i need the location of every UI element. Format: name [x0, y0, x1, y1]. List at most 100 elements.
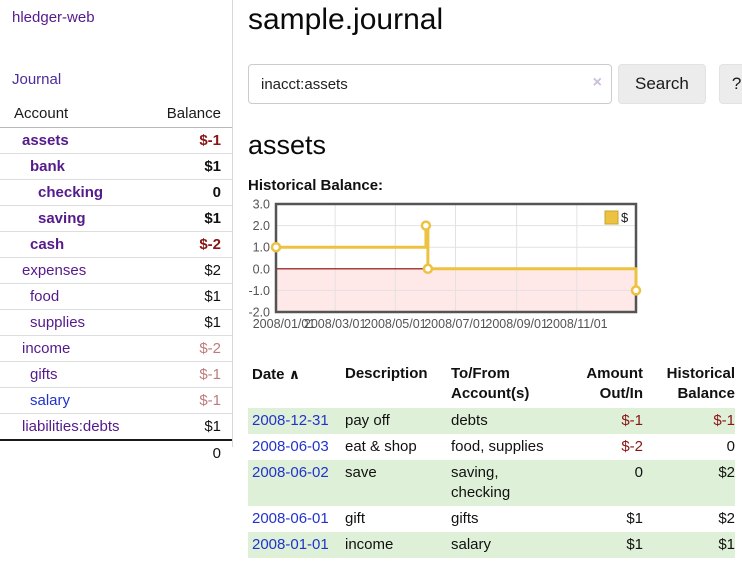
account-row: liabilities:debts $1 [0, 413, 232, 440]
account-link[interactable]: checking [38, 184, 104, 201]
svg-text:2.0: 2.0 [253, 219, 270, 233]
account-row: cash $-2 [0, 231, 232, 258]
account-link[interactable]: gifts [30, 366, 58, 383]
account-link[interactable]: supplies [30, 314, 86, 331]
transaction-historical-balance: $2 [718, 510, 735, 527]
account-link[interactable]: income [22, 340, 71, 357]
account-row: expenses $2 [0, 257, 232, 284]
accounts-total-balance: 0 [150, 439, 232, 466]
transaction-historical-balance: $-1 [643, 408, 735, 434]
sort-by-date-header[interactable]: Date ∧ [252, 366, 301, 383]
account-row: gifts $-1 [0, 361, 232, 388]
transaction-accounts: food, supplies [451, 438, 544, 455]
page-title: sample.journal [248, 3, 444, 36]
account-link[interactable]: bank [30, 158, 66, 175]
register-row: 2008-01-01 income salary $1 $1 [248, 532, 735, 558]
historical-balance-chart: 3.0 2.0 1.0 0.0 -1.0 -2.0 2008/01/01 2008/03/01… [248, 198, 738, 341]
transaction-date-link[interactable]: 2008-06-02 [252, 464, 329, 481]
transaction-historical-balance: 0 [726, 438, 735, 455]
accounts-total-row: 0 [0, 439, 232, 466]
account-balance: $-1 [199, 132, 221, 149]
transaction-amount: $-2 [621, 438, 643, 455]
account-link[interactable]: cash [30, 236, 65, 253]
amount-column-header: Amount Out/In [586, 365, 643, 402]
svg-text:3.0: 3.0 [253, 198, 270, 212]
account-balance: $1 [150, 283, 232, 310]
svg-text:1.0: 1.0 [253, 241, 270, 255]
transaction-accounts: salary [451, 532, 581, 558]
register-table-body: 2008-12-31 pay off debts $-1 $-1 2008-06… [248, 408, 735, 558]
help-button[interactable]: ? [718, 64, 742, 104]
register-row: 2008-12-31 pay off debts $-1 $-1 [248, 408, 735, 434]
account-row: salary $-1 [0, 387, 232, 414]
account-balance: $-2 [150, 231, 232, 258]
register-row: 2008-06-01 gift gifts $1 $2 [248, 506, 735, 532]
accounts-tree-table: Account Balance assets $-1 bank $1 check… [0, 102, 232, 466]
account-balance: $1 [150, 413, 232, 440]
svg-text:2008/09/01: 2008/09/01 [485, 317, 548, 331]
account-balance: 0 [150, 179, 232, 206]
account-row: saving $1 [0, 205, 232, 232]
transaction-amount: $1 [626, 510, 643, 527]
account-balance: $-2 [150, 335, 232, 362]
main-content: sample.journal × Search ? assets Histori… [248, 0, 742, 558]
account-link[interactable]: liabilities:debts [22, 418, 120, 435]
transaction-amount: $1 [581, 532, 643, 558]
sidebar: hledger-web Journal Account Balance asse… [0, 0, 233, 466]
account-link[interactable]: saving [38, 210, 86, 227]
account-link[interactable]: assets [22, 132, 69, 149]
account-link[interactable]: salary [30, 392, 71, 409]
account-link[interactable]: expenses [22, 262, 87, 279]
register-row: 2008-06-02 save saving, checking 0 $2 [248, 460, 735, 506]
transaction-date-link[interactable]: 2008-01-01 [252, 536, 329, 553]
account-row: supplies $1 [0, 309, 232, 336]
app-brand-link[interactable]: hledger-web [12, 9, 95, 26]
account-balance: $1 [150, 153, 232, 180]
account-row: bank $1 [0, 153, 232, 180]
transaction-description: income [345, 532, 451, 558]
nav-journal-link[interactable]: Journal [12, 71, 62, 88]
svg-text:-1.0: -1.0 [248, 284, 270, 298]
svg-text:-2.0: -2.0 [248, 306, 270, 320]
account-balance: $2 [150, 257, 232, 284]
account-balance: $1 [150, 205, 232, 232]
transaction-date-link[interactable]: 2008-06-01 [252, 510, 329, 527]
accounts-table-body: assets $-1 bank $1 checking 0 saving $1 … [0, 128, 232, 440]
sort-ascending-icon: ∧ [288, 366, 301, 382]
transaction-historical-balance: $2 [643, 460, 735, 506]
transaction-description: eat & shop [345, 438, 417, 455]
account-link[interactable]: food [30, 288, 60, 305]
tofrom-column-header: To/From Account(s) [451, 365, 530, 402]
transaction-amount: 0 [581, 460, 643, 506]
register-row: 2008-06-03 eat & shop food, supplies $-2… [248, 434, 735, 460]
search-button[interactable]: Search [618, 64, 706, 104]
account-balance: $1 [150, 309, 232, 336]
account-heading: assets [248, 130, 327, 160]
chart-title: Historical Balance: [248, 177, 384, 194]
svg-text:2008/07/01: 2008/07/01 [424, 317, 487, 331]
svg-text:2008/03/01: 2008/03/01 [304, 317, 367, 331]
svg-text:2008/11/01: 2008/11/01 [546, 317, 608, 331]
account-row: checking 0 [0, 179, 232, 206]
search-input[interactable] [248, 64, 612, 104]
register-table: Date ∧ Description To/From Account(s) Am… [248, 362, 735, 558]
chart-svg: 3.0 2.0 1.0 0.0 -1.0 -2.02008/01/012008/03/01… [248, 198, 642, 331]
svg-text:2008/01/01: 2008/01/01 [253, 317, 316, 331]
transaction-date-link[interactable]: 2008-12-31 [252, 412, 329, 429]
description-column-header: Description [345, 365, 428, 382]
svg-text:0.0: 0.0 [253, 262, 270, 276]
transaction-description: gift [345, 510, 366, 527]
svg-text:2008/05/01: 2008/05/01 [364, 317, 427, 331]
clear-search-icon[interactable]: × [592, 74, 602, 91]
transaction-accounts: gifts [451, 510, 479, 527]
account-row: income $-2 [0, 335, 232, 362]
account-balance: $-1 [150, 361, 232, 388]
svg-text:$: $ [621, 210, 629, 225]
transaction-date-link[interactable]: 2008-06-03 [252, 438, 329, 455]
register-header-row: Date ∧ Description To/From Account(s) Am… [248, 362, 735, 408]
account-row: food $1 [0, 283, 232, 310]
transaction-description: save [345, 460, 451, 506]
account-row: assets $-1 [0, 128, 232, 154]
account-balance: $-1 [150, 387, 232, 414]
transaction-accounts: debts [451, 408, 581, 434]
